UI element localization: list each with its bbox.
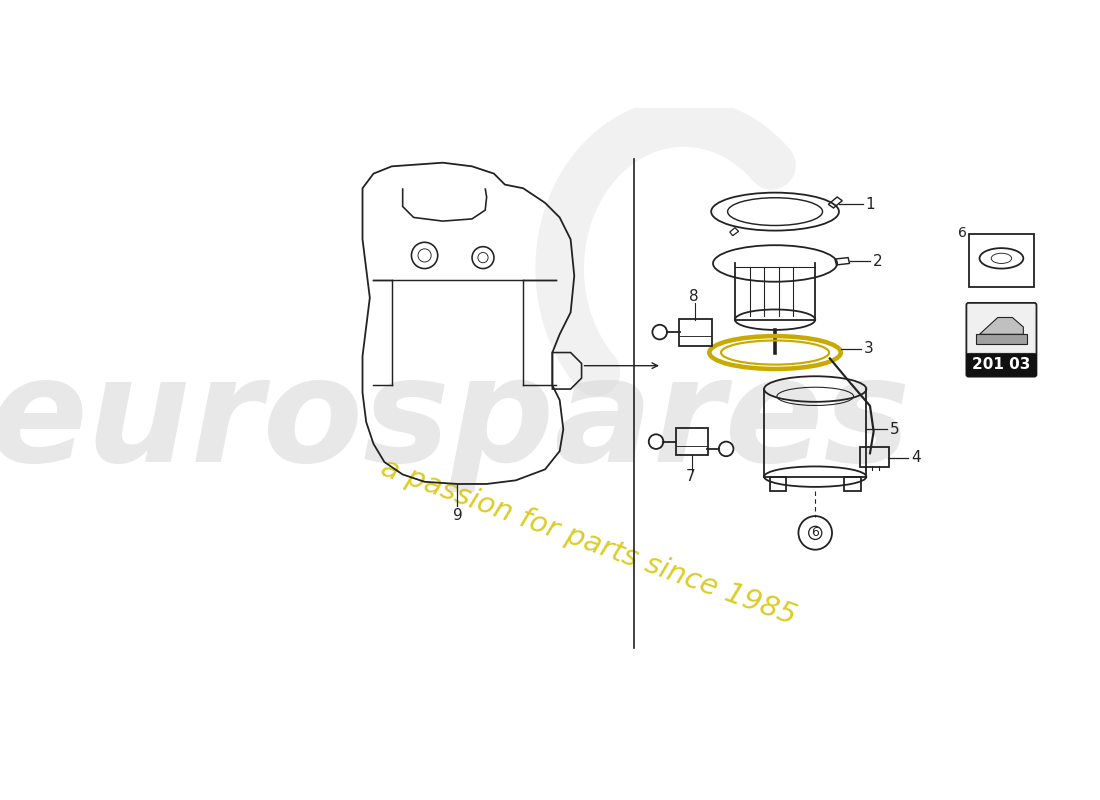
- Text: 1: 1: [866, 197, 876, 212]
- Text: 9: 9: [452, 508, 462, 523]
- FancyBboxPatch shape: [967, 303, 1036, 377]
- Text: 201 03: 201 03: [972, 358, 1031, 373]
- Text: 5: 5: [890, 422, 900, 437]
- Polygon shape: [976, 334, 1027, 344]
- Polygon shape: [979, 318, 1023, 334]
- Text: 8: 8: [689, 289, 698, 304]
- Text: eurospares: eurospares: [0, 351, 912, 493]
- Bar: [845, 477, 860, 491]
- Text: 2: 2: [873, 254, 882, 269]
- Text: 6: 6: [812, 526, 820, 539]
- Bar: [770, 477, 786, 491]
- Text: 4: 4: [911, 450, 921, 465]
- Text: 3: 3: [865, 342, 873, 356]
- Text: 7: 7: [686, 469, 695, 484]
- FancyBboxPatch shape: [967, 354, 1036, 377]
- Bar: [969, 234, 1034, 287]
- Text: 6: 6: [958, 226, 967, 240]
- Text: a passion for parts since 1985: a passion for parts since 1985: [377, 454, 801, 630]
